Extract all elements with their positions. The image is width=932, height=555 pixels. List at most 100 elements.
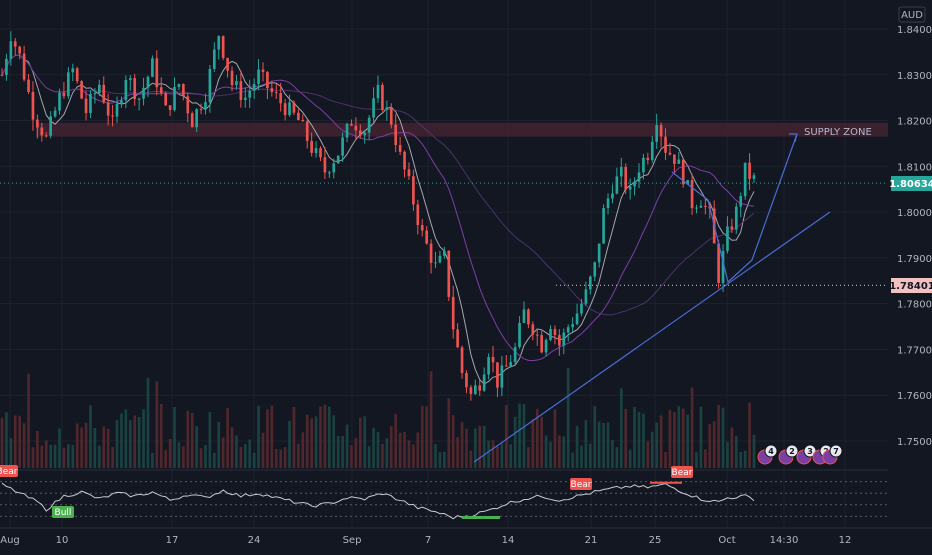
candle-body (182, 84, 185, 97)
osc-bear-label-left: Bear (0, 465, 18, 477)
volume-bar (36, 430, 39, 468)
volume-bar (5, 412, 8, 468)
candle-body (412, 176, 415, 205)
time-axis[interactable]: Aug 10 17 24 Sep 7 14 21 25 Oct 14:30 12 (0, 527, 932, 550)
candle-body (730, 226, 734, 230)
candle-body (673, 154, 676, 164)
supply-zone-label: SUPPLY ZONE (804, 127, 872, 138)
candle-body (566, 327, 570, 333)
price-tick-label: 1.79000 (897, 254, 932, 265)
candle-body (128, 78, 132, 80)
volume-bar (345, 424, 349, 468)
badge-count: 4 (768, 447, 774, 456)
current-price-text: 1.80634 (889, 179, 932, 190)
candle-body (726, 226, 729, 251)
candle-body (9, 41, 13, 59)
price-axis-bg (888, 0, 932, 528)
volume-bar (412, 444, 415, 468)
volume-bar (473, 428, 477, 468)
candle-body (155, 58, 159, 88)
candle-body (248, 90, 252, 98)
candle-body (13, 41, 17, 47)
volume-bar (270, 405, 274, 468)
volume-bar (328, 406, 331, 468)
volume-bar (664, 452, 667, 468)
price-axis[interactable]: 1.84000 1.83000 1.82000 1.81000 1.80000 1.790… (888, 0, 932, 528)
volume-bar (633, 406, 636, 468)
volume-bar (151, 452, 154, 468)
candle-body (664, 136, 667, 153)
volume-bar (93, 427, 97, 468)
supply-zone-rect (36, 122, 888, 137)
candle-body (80, 81, 83, 99)
volume-bar (734, 435, 738, 468)
candle-body (358, 130, 362, 136)
candle-body (279, 93, 283, 104)
candle-body (177, 84, 181, 88)
volume-bar (124, 409, 128, 468)
volume-bar (367, 446, 371, 468)
price-tick-label: 1.80000 (897, 208, 932, 219)
candle-body (363, 132, 367, 136)
candle-body (593, 262, 597, 277)
currency-text: AUD (901, 10, 923, 21)
volume-bar (248, 439, 252, 468)
volume-bar (695, 452, 698, 468)
candle-body (230, 70, 234, 86)
price-tick-label: 1.81000 (897, 162, 932, 173)
currency-label[interactable]: AUD (898, 6, 926, 23)
candle-body (36, 119, 39, 128)
volume-bar (266, 409, 269, 468)
candle-body (243, 97, 247, 101)
trend-line (473, 211, 831, 463)
candle-body (208, 68, 212, 103)
osc-label-bg (570, 478, 592, 490)
volume-bar (230, 427, 234, 468)
volume-bar (115, 420, 119, 468)
volume-bar (420, 405, 424, 468)
volume-bars (0, 367, 756, 468)
volume-bar (177, 442, 181, 468)
volume-bar (743, 450, 747, 468)
candle-body (305, 121, 309, 141)
price-tick-label: 1.75000 (897, 437, 932, 448)
volume-bar (403, 431, 406, 468)
candle-body (266, 71, 269, 89)
volume-bar (164, 450, 167, 468)
volume-bar (155, 381, 159, 468)
badge-circle (829, 444, 843, 458)
candle-body (323, 157, 327, 173)
volume-bar (204, 444, 207, 468)
candle-body (389, 107, 393, 125)
volume-bar (593, 406, 597, 468)
volume-bar (199, 448, 203, 468)
volume-bar (195, 426, 198, 468)
candlesticks (0, 31, 756, 401)
volume-bar (67, 444, 70, 468)
volume-bar (416, 432, 420, 468)
candle-body (49, 116, 52, 136)
candle-body (504, 365, 508, 367)
volume-bar (447, 398, 451, 468)
candle-body (204, 102, 207, 110)
candle-body (195, 109, 198, 128)
volume-bar (429, 371, 433, 468)
candle-body (199, 109, 203, 111)
volume-bar (182, 446, 185, 468)
osc-label-text: Bear (672, 468, 693, 478)
candle-body (5, 58, 8, 75)
candle-body (416, 204, 420, 226)
volume-bar (712, 421, 716, 468)
volume-bar (323, 404, 327, 468)
candle-body (628, 186, 632, 190)
volume-bar (292, 406, 296, 468)
volume-bar (522, 404, 526, 468)
candle-body (734, 206, 738, 230)
candle-body (655, 125, 659, 142)
volume-bar (752, 434, 756, 468)
event-badges[interactable]: 42327 (757, 444, 843, 465)
volume-bar (71, 444, 75, 468)
candle-body (372, 98, 375, 118)
badge-count: 3 (807, 447, 813, 456)
candle-body (75, 68, 79, 82)
